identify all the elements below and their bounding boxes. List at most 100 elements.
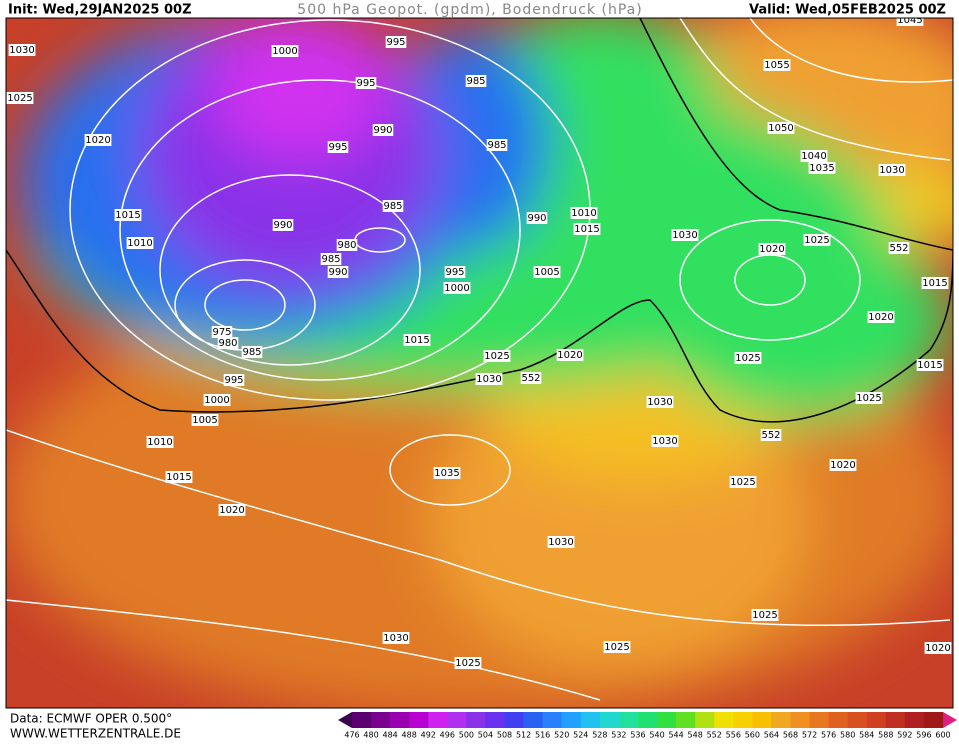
isobar-label: 1050 xyxy=(768,123,793,134)
isobar-label: 990 xyxy=(328,267,347,278)
colorbar-label: 524 xyxy=(573,731,588,740)
colorbar-swatch xyxy=(866,712,887,728)
isobar-label-box xyxy=(483,350,511,362)
isobar-label: 995 xyxy=(445,267,464,278)
isobar-label: 990 xyxy=(273,220,292,231)
colorbar-label: 584 xyxy=(859,731,874,740)
isobar-label-box xyxy=(646,396,674,408)
colorbar-label: 516 xyxy=(535,731,550,740)
colorbar-label: 492 xyxy=(421,731,436,740)
colorbar-swatch xyxy=(447,712,467,728)
colorbar-swatch xyxy=(409,712,429,728)
isobar-label: 1035 xyxy=(809,163,834,174)
isobar-label: 1030 xyxy=(652,436,677,447)
colorbar-label: 548 xyxy=(688,731,703,740)
colorbar-label: 508 xyxy=(497,731,512,740)
isobar-label-box xyxy=(126,237,154,249)
isobar-label-box xyxy=(924,642,952,654)
isobar-label: 1000 xyxy=(444,283,469,294)
colorbar-swatch xyxy=(561,712,582,728)
colorbar-label: 476 xyxy=(344,731,359,740)
colorbar-swatch xyxy=(847,712,868,728)
isobar-label-box xyxy=(241,346,263,358)
isobar-label: 552 xyxy=(889,243,908,254)
isobar-label: 1010 xyxy=(127,238,152,249)
isobar-label-box xyxy=(372,124,394,136)
isobar-label-box xyxy=(763,59,791,71)
isobar-label: 1015 xyxy=(166,472,191,483)
isobar-label: 1030 xyxy=(383,633,408,644)
colorbar-label: 560 xyxy=(745,731,760,740)
isobar-label-box xyxy=(921,277,949,289)
colorbar-label: 528 xyxy=(592,731,607,740)
isobar-label-box xyxy=(272,219,294,231)
colorbar-label: 500 xyxy=(459,731,474,740)
colorbar-swatch xyxy=(599,712,620,728)
isobar-label-box xyxy=(327,141,349,153)
isobar-label-box xyxy=(547,536,575,548)
isobar-label: 1005 xyxy=(192,415,217,426)
colorbar-swatch xyxy=(390,712,410,728)
isobar-label: 1030 xyxy=(647,397,672,408)
isobar-label: 1020 xyxy=(830,460,855,471)
isobar-label-box xyxy=(475,373,503,385)
isobar-label-box xyxy=(520,372,542,384)
isobar-label-box xyxy=(385,36,407,48)
isobar-label-box xyxy=(165,471,193,483)
isobar-label-box xyxy=(355,77,377,89)
isobar-label-box xyxy=(191,414,219,426)
isobar-label: 995 xyxy=(328,142,347,153)
colorbar-swatch xyxy=(809,712,830,728)
isobar-label-box xyxy=(526,212,548,224)
isobar-label: 1010 xyxy=(147,437,172,448)
colorbar-label: 544 xyxy=(668,731,683,740)
isobar-label-box xyxy=(533,266,561,278)
colorbar-swatch xyxy=(542,712,563,728)
isobar-label-box xyxy=(403,334,431,346)
isobar-label: 1025 xyxy=(604,642,629,653)
isobar-label: 1025 xyxy=(752,610,777,621)
isobar-label: 552 xyxy=(761,430,780,441)
isobar-label: 1030 xyxy=(879,165,904,176)
isobar-label-box xyxy=(218,504,246,516)
isobar-label-box xyxy=(327,266,349,278)
colorbar-swatch xyxy=(676,712,696,728)
isobar-label-box xyxy=(443,282,471,294)
isobar-label-box xyxy=(223,374,245,386)
site-url: WWW.WETTERZENTRALE.DE xyxy=(10,727,181,741)
isobar-label: 980 xyxy=(218,338,237,349)
isobar-label-box xyxy=(6,92,34,104)
colorbar-swatch xyxy=(771,712,791,728)
isobar-label: 1020 xyxy=(868,312,893,323)
isobar-label: 1045 xyxy=(897,15,922,26)
isobar-label-box xyxy=(808,162,836,174)
colorbar-arrow xyxy=(338,712,352,728)
isobar-label-box xyxy=(382,632,410,644)
isobar-label-box xyxy=(570,207,598,219)
colorbar-label: 536 xyxy=(630,731,645,740)
isobar-label: 985 xyxy=(321,254,340,265)
colorbar-label: 520 xyxy=(554,731,569,740)
isobar-label-box xyxy=(211,326,233,338)
isobar-label: 1020 xyxy=(925,643,950,654)
isobar-label: 985 xyxy=(466,76,485,87)
isobar-label: 1020 xyxy=(85,135,110,146)
colorbar-label: 600 xyxy=(935,731,950,740)
isobar-label-box xyxy=(829,459,857,471)
isobar-label-box xyxy=(8,44,36,56)
colorbar-swatch xyxy=(733,712,753,728)
colorbar-swatch xyxy=(485,712,506,728)
isobar-label: 990 xyxy=(527,213,546,224)
isobar-label-box xyxy=(800,150,828,162)
colorbar-label: 556 xyxy=(726,731,741,740)
colorbar-label: 504 xyxy=(478,731,493,740)
colorbar-arrow xyxy=(943,712,957,728)
colorbar-label: 496 xyxy=(440,731,455,740)
colorbar-swatch xyxy=(657,712,677,728)
isobar-label: 995 xyxy=(224,375,243,386)
isobar-label-box xyxy=(382,200,404,212)
isobar-label-box xyxy=(671,229,699,241)
isobar-label: 1055 xyxy=(764,60,789,71)
